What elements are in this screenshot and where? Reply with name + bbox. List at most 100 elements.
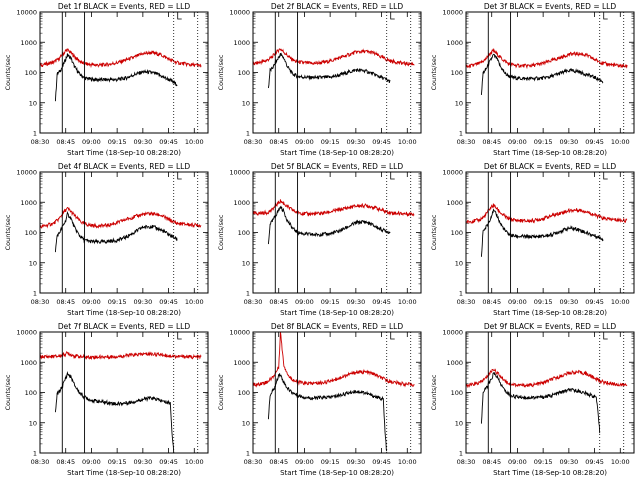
detector-panel-8: Det 8f BLACK = Events, RED = LLD Counts/s… <box>213 320 426 480</box>
events-series-line <box>480 53 604 95</box>
x-tick-label: 09:30 <box>346 298 365 306</box>
plot-frame <box>39 331 209 454</box>
y-axis-label: Counts/sec <box>217 214 225 250</box>
y-tick-label: 10000 <box>442 9 463 17</box>
y-tick-label: 10 <box>29 99 37 107</box>
chart-title: Det 7f BLACK = Events, RED = LLD <box>58 322 191 331</box>
y-tick-label: 100 <box>238 389 250 397</box>
y-tick-label: 1000 <box>446 199 463 207</box>
x-tick-label: 09:45 <box>372 138 391 146</box>
x-axis-label: Start Time (18-Sep-10 08:28:20) <box>493 309 607 317</box>
x-tick-label: 09:30 <box>559 298 578 306</box>
detector-chart-1: Det 1f BLACK = Events, RED = LLD Counts/s… <box>4 2 209 157</box>
x-tick-label: 09:30 <box>559 138 578 146</box>
detector-chart-4: Det 4f BLACK = Events, RED = LLD Counts/s… <box>4 162 209 317</box>
interval-bracket <box>177 332 182 340</box>
y-tick-label: 1000 <box>233 199 250 207</box>
x-tick-label: 09:45 <box>159 138 178 146</box>
y-tick-label: 10 <box>242 419 250 427</box>
x-tick-label: 09:45 <box>585 298 604 306</box>
lld-series-line <box>252 48 415 67</box>
events-series-line <box>267 205 391 245</box>
x-tick-label: 10:00 <box>398 138 417 146</box>
chart-title: Det 1f BLACK = Events, RED = LLD <box>58 2 191 11</box>
detector-chart-9: Det 9f BLACK = Events, RED = LLD Counts/s… <box>430 322 635 477</box>
y-tick-label: 1 <box>246 450 250 458</box>
x-tick-label: 08:45 <box>482 298 501 306</box>
y-tick-label: 1 <box>33 450 37 458</box>
y-axis-label: Counts/sec <box>4 374 12 410</box>
x-axis-label: Start Time (18-Sep-10 08:28:20) <box>493 469 607 477</box>
y-tick-label: 10 <box>29 419 37 427</box>
y-tick-label: 10 <box>242 259 250 267</box>
y-tick-label: 100 <box>451 69 463 77</box>
y-tick-label: 100 <box>25 69 37 77</box>
y-tick-label: 100 <box>25 229 37 237</box>
x-tick-label: 09:00 <box>295 298 314 306</box>
detector-panel-9: Det 9f BLACK = Events, RED = LLD Counts/s… <box>426 320 639 480</box>
x-tick-label: 09:30 <box>346 138 365 146</box>
x-tick-label: 09:00 <box>508 458 527 466</box>
x-tick-label: 09:15 <box>108 138 127 146</box>
x-axis-label: Start Time (18-Sep-10 08:28:20) <box>493 149 607 157</box>
y-tick-label: 1000 <box>233 39 250 47</box>
y-tick-label: 1000 <box>20 39 37 47</box>
x-tick-label: 09:45 <box>159 298 178 306</box>
x-tick-label: 10:00 <box>185 138 204 146</box>
detector-chart-3: Det 3f BLACK = Events, RED = LLD Counts/s… <box>430 2 635 157</box>
x-tick-label: 08:30 <box>31 298 50 306</box>
y-tick-label: 1000 <box>20 199 37 207</box>
x-tick-label: 08:30 <box>457 458 476 466</box>
interval-bracket <box>390 332 395 340</box>
x-axis-label: Start Time (18-Sep-10 08:28:20) <box>280 149 394 157</box>
y-tick-label: 1 <box>33 290 37 298</box>
events-series-line <box>267 373 388 452</box>
y-tick-label: 100 <box>451 389 463 397</box>
x-tick-label: 09:30 <box>346 458 365 466</box>
x-axis-label: Start Time (18-Sep-10 08:28:20) <box>280 469 394 477</box>
x-tick-label: 09:30 <box>133 298 152 306</box>
y-tick-label: 1 <box>246 130 250 138</box>
y-axis-label: Counts/sec <box>217 374 225 410</box>
y-tick-label: 100 <box>451 229 463 237</box>
x-tick-label: 08:45 <box>482 458 501 466</box>
x-tick-label: 09:00 <box>295 138 314 146</box>
x-tick-label: 08:30 <box>31 458 50 466</box>
detector-chart-5: Det 5f BLACK = Events, RED = LLD Counts/s… <box>217 162 422 317</box>
y-tick-label: 1000 <box>446 39 463 47</box>
x-tick-label: 09:00 <box>82 298 101 306</box>
interval-bracket <box>603 12 608 20</box>
x-tick-label: 10:00 <box>611 138 630 146</box>
y-tick-label: 10 <box>455 419 463 427</box>
interval-bracket <box>390 172 395 180</box>
lld-series-line <box>39 206 202 229</box>
lld-series-line <box>465 203 628 225</box>
interval-bracket <box>603 172 608 180</box>
x-tick-label: 08:30 <box>457 298 476 306</box>
interval-bracket <box>390 12 395 20</box>
chart-title: Det 8f BLACK = Events, RED = LLD <box>271 322 404 331</box>
chart-title: Det 2f BLACK = Events, RED = LLD <box>271 2 404 11</box>
y-tick-label: 1 <box>33 130 37 138</box>
x-tick-label: 08:30 <box>244 298 263 306</box>
x-tick-label: 09:00 <box>82 138 101 146</box>
x-tick-label: 09:30 <box>133 138 152 146</box>
y-tick-label: 100 <box>238 69 250 77</box>
y-tick-label: 1 <box>246 290 250 298</box>
y-tick-label: 1 <box>459 290 463 298</box>
x-tick-label: 10:00 <box>611 298 630 306</box>
x-tick-label: 08:45 <box>269 458 288 466</box>
x-tick-label: 09:45 <box>372 298 391 306</box>
y-axis-label: Counts/sec <box>430 54 438 90</box>
x-tick-label: 08:30 <box>244 458 263 466</box>
detector-chart-8: Det 8f BLACK = Events, RED = LLD Counts/s… <box>217 322 422 477</box>
y-tick-label: 1 <box>459 450 463 458</box>
events-series-line <box>54 370 175 453</box>
chart-title: Det 6f BLACK = Events, RED = LLD <box>484 162 617 171</box>
plot-frame <box>39 171 209 294</box>
x-tick-label: 10:00 <box>611 458 630 466</box>
x-axis-label: Start Time (18-Sep-10 08:28:20) <box>67 309 181 317</box>
x-tick-label: 09:15 <box>534 458 553 466</box>
x-tick-label: 09:45 <box>372 458 391 466</box>
y-tick-label: 100 <box>238 229 250 237</box>
